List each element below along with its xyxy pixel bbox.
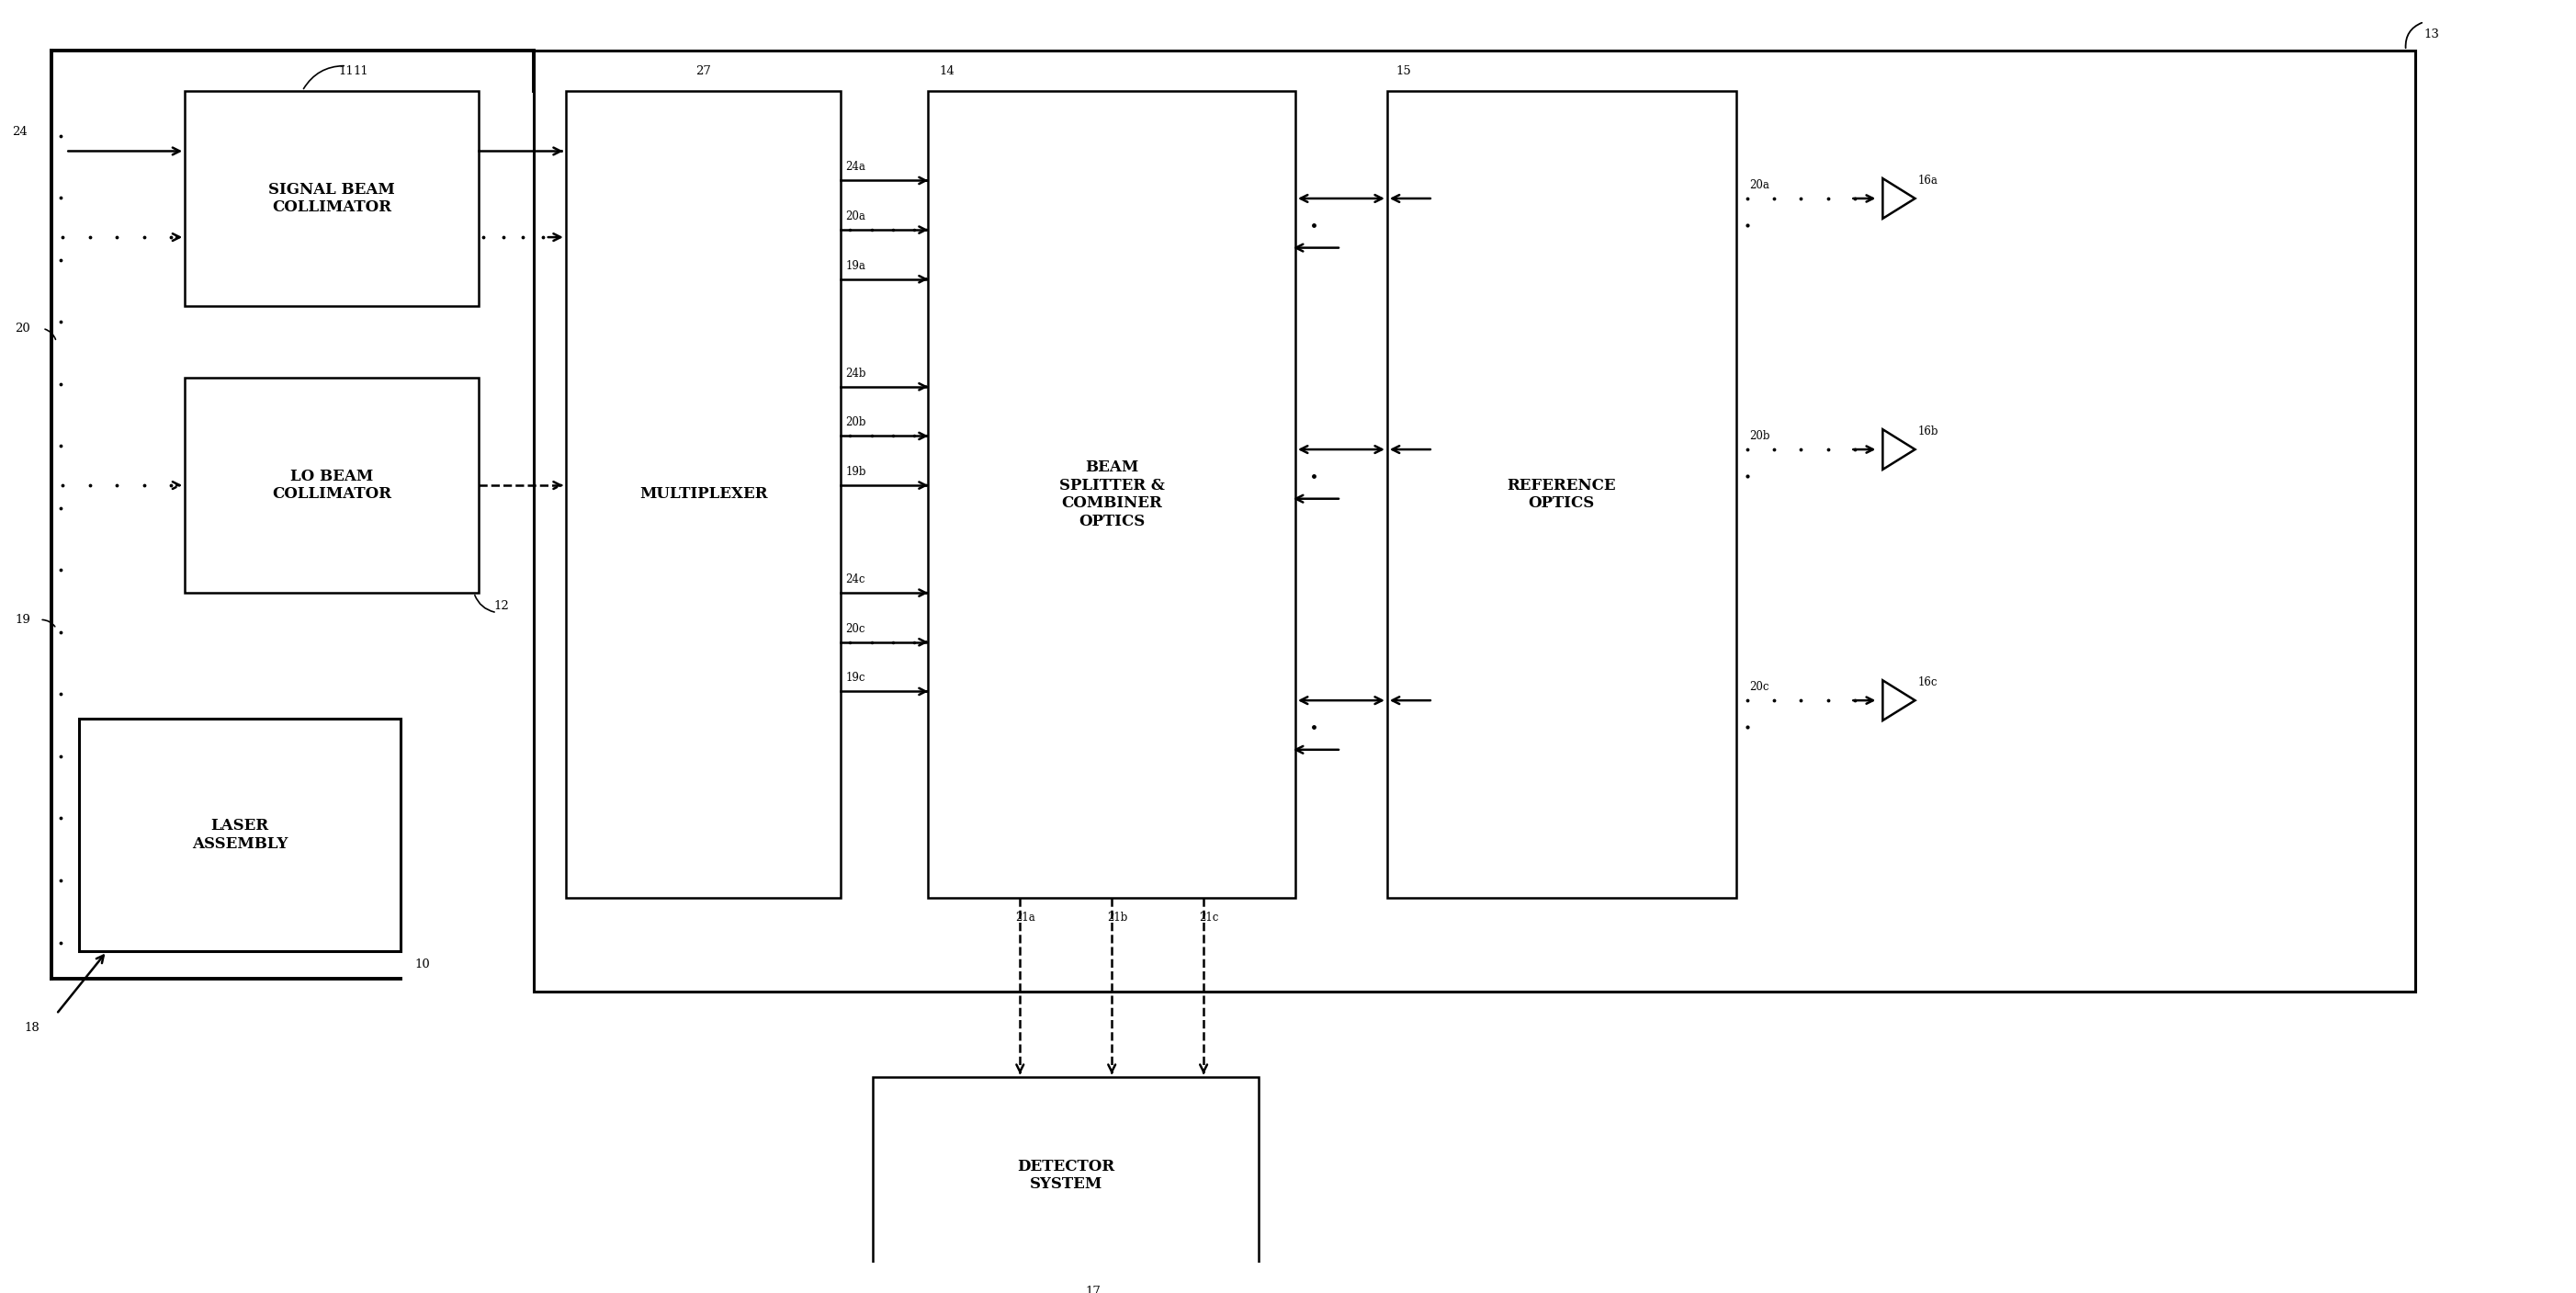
Text: 20a: 20a: [845, 211, 866, 222]
Text: DETECTOR
SYSTEM: DETECTOR SYSTEM: [1018, 1159, 1115, 1192]
Text: LASER
ASSEMBLY: LASER ASSEMBLY: [193, 818, 289, 852]
Text: 19: 19: [15, 614, 31, 626]
Text: 16a: 16a: [1917, 175, 1937, 186]
Text: 12: 12: [495, 600, 510, 613]
Text: 19b: 19b: [845, 465, 866, 478]
Text: 17: 17: [1084, 1287, 1100, 1293]
Text: 16b: 16b: [1917, 425, 1937, 437]
Text: 16c: 16c: [1917, 676, 1937, 688]
Text: 20c: 20c: [1749, 681, 1770, 693]
Text: 20b: 20b: [845, 416, 866, 428]
Bar: [927, 91, 1296, 897]
Text: 20: 20: [15, 322, 31, 335]
Text: 20c: 20c: [845, 623, 866, 635]
Polygon shape: [1883, 429, 1914, 469]
Polygon shape: [1883, 178, 1914, 219]
Text: 20a: 20a: [1749, 178, 1770, 191]
Text: 21a: 21a: [1015, 912, 1036, 923]
Text: 24b: 24b: [845, 367, 866, 379]
Text: 24c: 24c: [845, 573, 866, 586]
Text: REFERENCE
OPTICS: REFERENCE OPTICS: [1507, 477, 1615, 511]
Text: 14: 14: [940, 65, 956, 78]
Polygon shape: [1883, 680, 1914, 720]
Text: 24a: 24a: [845, 162, 866, 173]
Text: 15: 15: [1396, 65, 1412, 78]
Text: 21c: 21c: [1198, 912, 1218, 923]
Text: MULTIPLEXER: MULTIPLEXER: [639, 486, 768, 502]
Text: 11: 11: [337, 65, 353, 78]
Bar: [567, 91, 840, 897]
Bar: [80, 719, 399, 952]
Text: BEAM
SPLITTER &
COMBINER
OPTICS: BEAM SPLITTER & COMBINER OPTICS: [1059, 459, 1164, 529]
Bar: [185, 378, 479, 593]
Text: 20b: 20b: [1749, 431, 1770, 442]
Text: 19a: 19a: [845, 260, 866, 272]
Bar: [873, 1077, 1260, 1274]
Bar: [533, 50, 2416, 992]
Text: 18: 18: [23, 1021, 39, 1033]
Text: 24: 24: [13, 125, 28, 137]
Text: SIGNAL BEAM
COLLIMATOR: SIGNAL BEAM COLLIMATOR: [268, 181, 394, 215]
Text: 13: 13: [2424, 28, 2439, 40]
Bar: [1386, 91, 1736, 897]
Text: 11: 11: [353, 65, 368, 78]
Bar: [185, 91, 479, 306]
Text: 10: 10: [415, 959, 430, 971]
Text: LO BEAM
COLLIMATOR: LO BEAM COLLIMATOR: [273, 468, 392, 502]
Text: 27: 27: [696, 65, 711, 78]
Text: 21b: 21b: [1108, 912, 1128, 923]
Text: 19c: 19c: [845, 672, 866, 684]
